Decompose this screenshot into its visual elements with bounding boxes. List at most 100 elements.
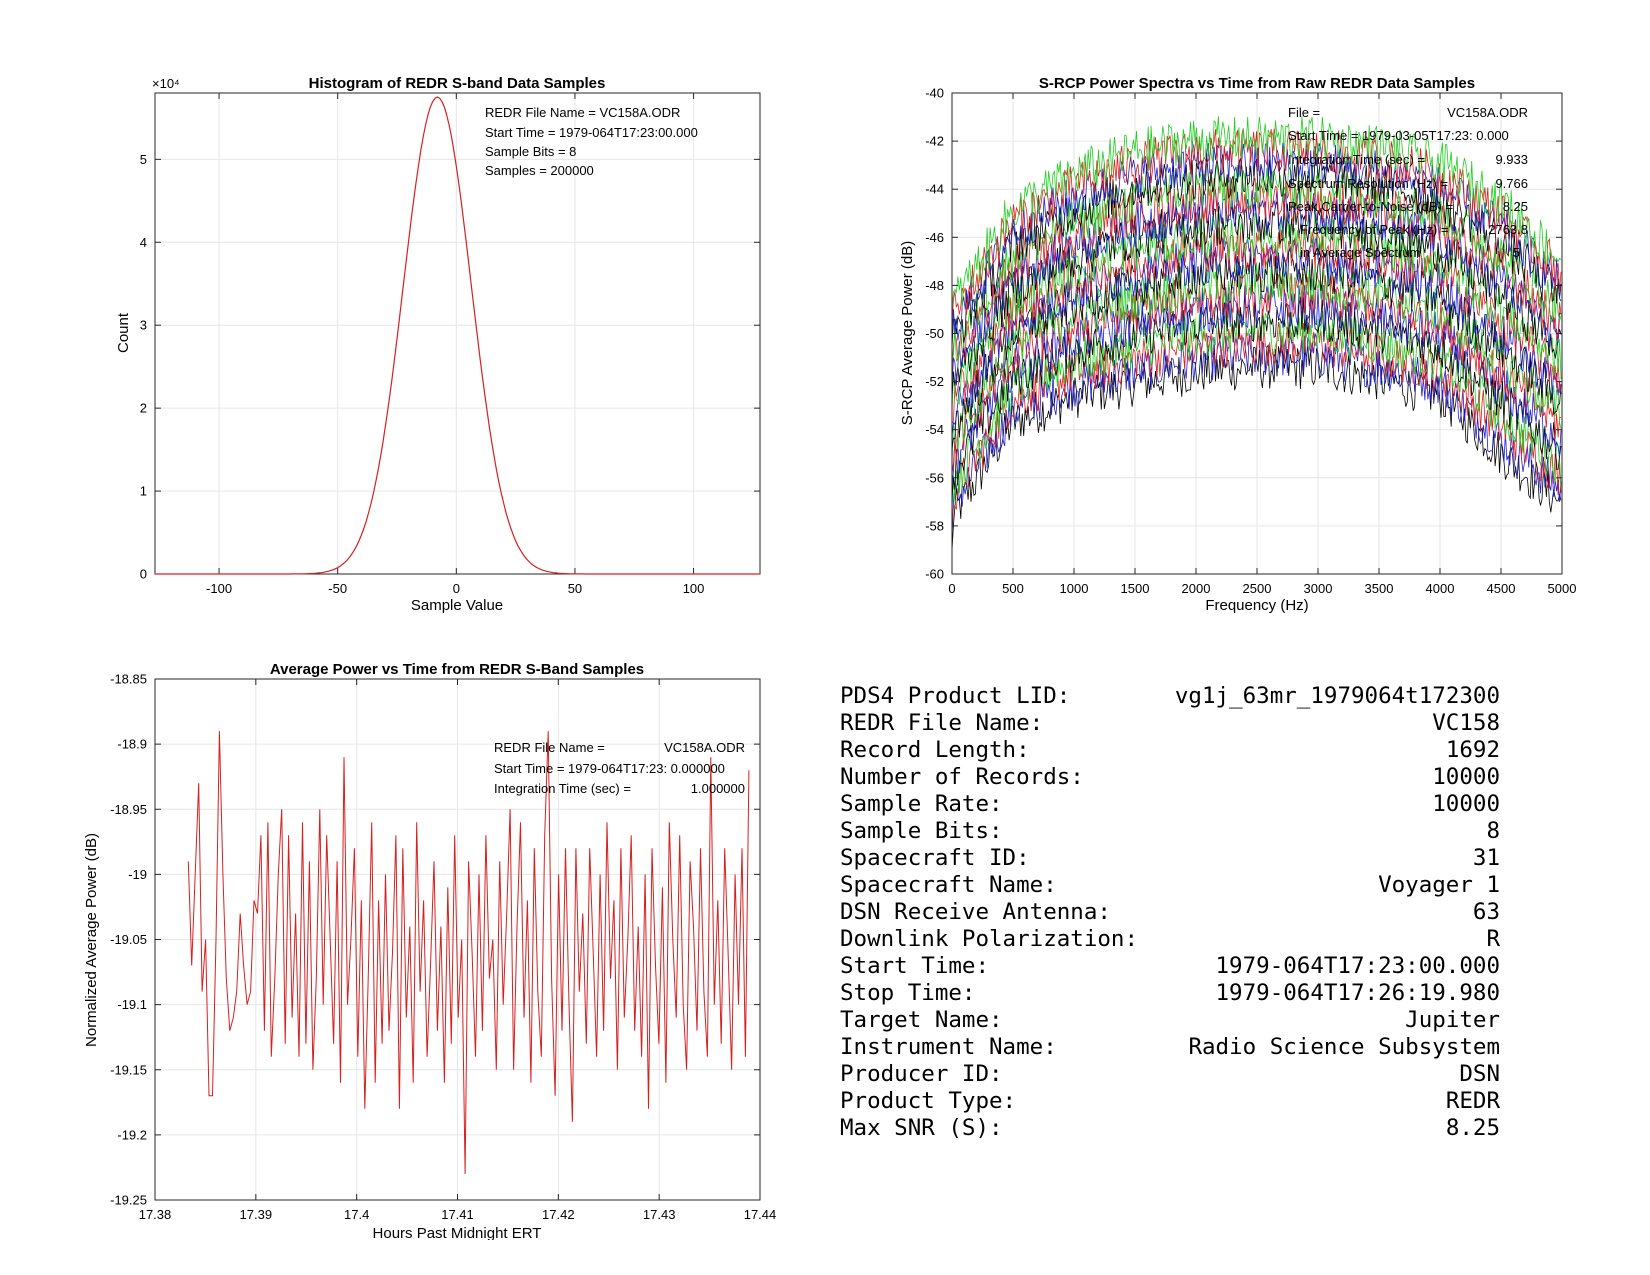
product-info-row: Downlink Polarization: R (840, 926, 1500, 953)
spectra-annotation-value-1: VC158A.ODR (1447, 105, 1528, 120)
product-info-label: Stop Time: (840, 980, 976, 1006)
spectra-xtick-label: 3500 (1365, 581, 1394, 596)
product-info-label: PDS4 Product LID: (840, 683, 1071, 709)
histogram-ytick-label: 1 (140, 484, 147, 499)
product-info-value: vg1j_63mr_1979064t172300 (1174, 683, 1500, 709)
product-info-row: Record Length: 1692 (840, 737, 1500, 764)
product-info-label: Instrument Name: (840, 1034, 1057, 1060)
power-series-line (187, 731, 750, 1175)
product-info-row: Producer ID: DSN (840, 1061, 1500, 1088)
histogram-curve (155, 96, 760, 575)
histogram-annotation-3: Sample Bits = 8 (485, 144, 576, 159)
histogram-grid (155, 93, 760, 575)
spectra-annotation-value-7: 5 (1513, 245, 1520, 260)
power-annotation-label-2: Start Time = 1979-064T17:23: 0.000000 (494, 761, 725, 776)
product-info-row: Number of Records: 10000 (840, 764, 1500, 791)
product-info-label: Downlink Polarization: (840, 926, 1139, 952)
spectra-xtick-label: 4000 (1426, 581, 1455, 596)
spectra-xtick-label: 4500 (1487, 581, 1516, 596)
spectra-ytick-label: -54 (925, 422, 944, 437)
spectra-xtick-label: 500 (1002, 581, 1024, 596)
spectra-xtick-label: 0 (948, 581, 955, 596)
product-info-value: REDR (1445, 1088, 1500, 1114)
power-ytick-label: -19 (128, 867, 147, 882)
spectra-ytick-label: -46 (925, 230, 944, 245)
product-info-table: PDS4 Product LID: vg1j_63mr_1979064t17230… (840, 683, 1500, 1142)
product-info-value: 1979-064T17:23:00.000 (1215, 953, 1500, 979)
product-info-label: REDR File Name: (840, 710, 1044, 736)
spectra-xtick-label: 5000 (1548, 581, 1577, 596)
product-info-value: VC158 (1432, 710, 1500, 736)
spectrum-line (951, 246, 1562, 449)
product-info-row: Instrument Name: Radio Science Subsystem (840, 1034, 1500, 1061)
spectrum-line (951, 177, 1562, 373)
product-info-value: 1692 (1445, 737, 1500, 763)
product-info-row: Sample Rate: 10000 (840, 791, 1500, 818)
spectra-ytick-label: -56 (925, 470, 944, 485)
spectrum-line (951, 116, 1562, 310)
product-info-value: 1979-064T17:26:19.980 (1215, 980, 1500, 1006)
power-xlabel: Hours Past Midnight ERT (373, 1225, 542, 1240)
spectra-chart: 0 500 1000 1500 2000 2500 3000 3500 4000 4500 5000… (899, 75, 1577, 614)
histogram-chart: -100 -50 0 50 100 0 1 2 3 4 5 Histogram of REDR S-… (115, 75, 761, 614)
product-info-label: DSN Receive Antenna: (840, 899, 1111, 925)
spectrum-line (951, 284, 1562, 487)
power-annotation-label-3: Integration Time (sec) = (494, 781, 631, 796)
histogram-ticks: -100 -50 0 50 100 0 1 2 3 4 5 (140, 93, 760, 596)
spectra-ytick-label: -50 (925, 326, 944, 341)
power-ytick-label: -18.85 (110, 672, 147, 687)
spectra-lines (951, 116, 1562, 551)
histogram-exponent-label: ×10⁴ (152, 76, 180, 91)
product-info-value: 10000 (1432, 764, 1500, 790)
spectra-ytick-label: -44 (925, 182, 944, 197)
spectra-annotation-label-5: Peak Carrier-to-Noise (dB) = (1288, 199, 1453, 214)
power-chart: 17.38 17.39 17.4 17.41 17.42 17.43 17.44 -18.85… (83, 661, 776, 1240)
power-ytick-label: -18.9 (117, 737, 147, 752)
product-info-row: Spacecraft ID: 31 (840, 845, 1500, 872)
product-info-label: Start Time: (840, 953, 990, 979)
spectra-annotations: File = VC158A.ODR Start Time = 1979-03-0… (1288, 105, 1528, 260)
product-info-row: REDR File Name: VC158 (840, 710, 1500, 737)
product-info-label: Number of Records: (840, 764, 1084, 790)
histogram-xtick-label: 0 (453, 581, 460, 596)
spectra-annotation-label-2: Start Time = 1979-03-05T17:23: 0.000 (1288, 128, 1509, 143)
histogram-annotation-2: Start Time = 1979-064T17:23:00.000 (485, 125, 698, 140)
spectrum-line (951, 128, 1562, 323)
product-info-value: Jupiter (1405, 1007, 1500, 1033)
power-ytick-label: -19.15 (110, 1062, 147, 1077)
power-xtick-label: 17.4 (344, 1207, 369, 1222)
product-info-label: Producer ID: (840, 1061, 1003, 1087)
product-info-label: Record Length: (840, 737, 1030, 763)
spectra-xlabel: Frequency (Hz) (1205, 597, 1308, 614)
histogram-annotation-4: Samples = 200000 (485, 163, 594, 178)
histogram-ytick-label: 5 (140, 152, 147, 167)
spectra-annotation-value-4: 9.766 (1495, 176, 1528, 191)
power-ytick-label: -19.2 (117, 1127, 147, 1142)
spectrum-line (951, 164, 1562, 362)
spectra-ytick-label: -60 (925, 567, 944, 582)
spectra-xtick-label: 2500 (1243, 581, 1272, 596)
power-annotation-label-1: REDR File Name = (494, 740, 605, 755)
spectra-xtick-label: 3000 (1304, 581, 1333, 596)
spectrum-line (951, 296, 1562, 500)
spectra-annotation-value-6: 2763.8 (1488, 222, 1528, 237)
product-info-row: Max SNR (S): 8.25 (840, 1115, 1500, 1142)
product-info-row: Target Name: Jupiter (840, 1007, 1500, 1034)
histogram-ytick-label: 3 (140, 318, 147, 333)
spectra-ytick-label: -58 (925, 518, 944, 533)
spectrum-line (951, 212, 1562, 411)
power-annotations: REDR File Name = VC158A.ODR Start Time =… (494, 740, 745, 796)
product-info-value: R (1486, 926, 1500, 952)
spectrum-line (951, 333, 1562, 538)
product-info-value: 10000 (1432, 791, 1500, 817)
product-info-label: Spacecraft ID: (840, 845, 1030, 871)
spectra-ytick-label: -42 (925, 134, 944, 149)
product-info-row: PDS4 Product LID: vg1j_63mr_1979064t17230… (840, 683, 1500, 710)
product-info-value: 8 (1486, 818, 1500, 844)
histogram-xtick-label: 100 (683, 581, 705, 596)
power-ytick-label: -19.1 (117, 997, 147, 1012)
power-ticks: 17.38 17.39 17.4 17.41 17.42 17.43 17.44 -18.85… (110, 672, 776, 1223)
spectra-annotation-label-4: Spectrum Resolution (Hz) = (1288, 176, 1448, 191)
power-xtick-label: 17.39 (240, 1207, 273, 1222)
spectra-title: S-RCP Power Spectra vs Time from Raw RED… (1039, 75, 1475, 92)
